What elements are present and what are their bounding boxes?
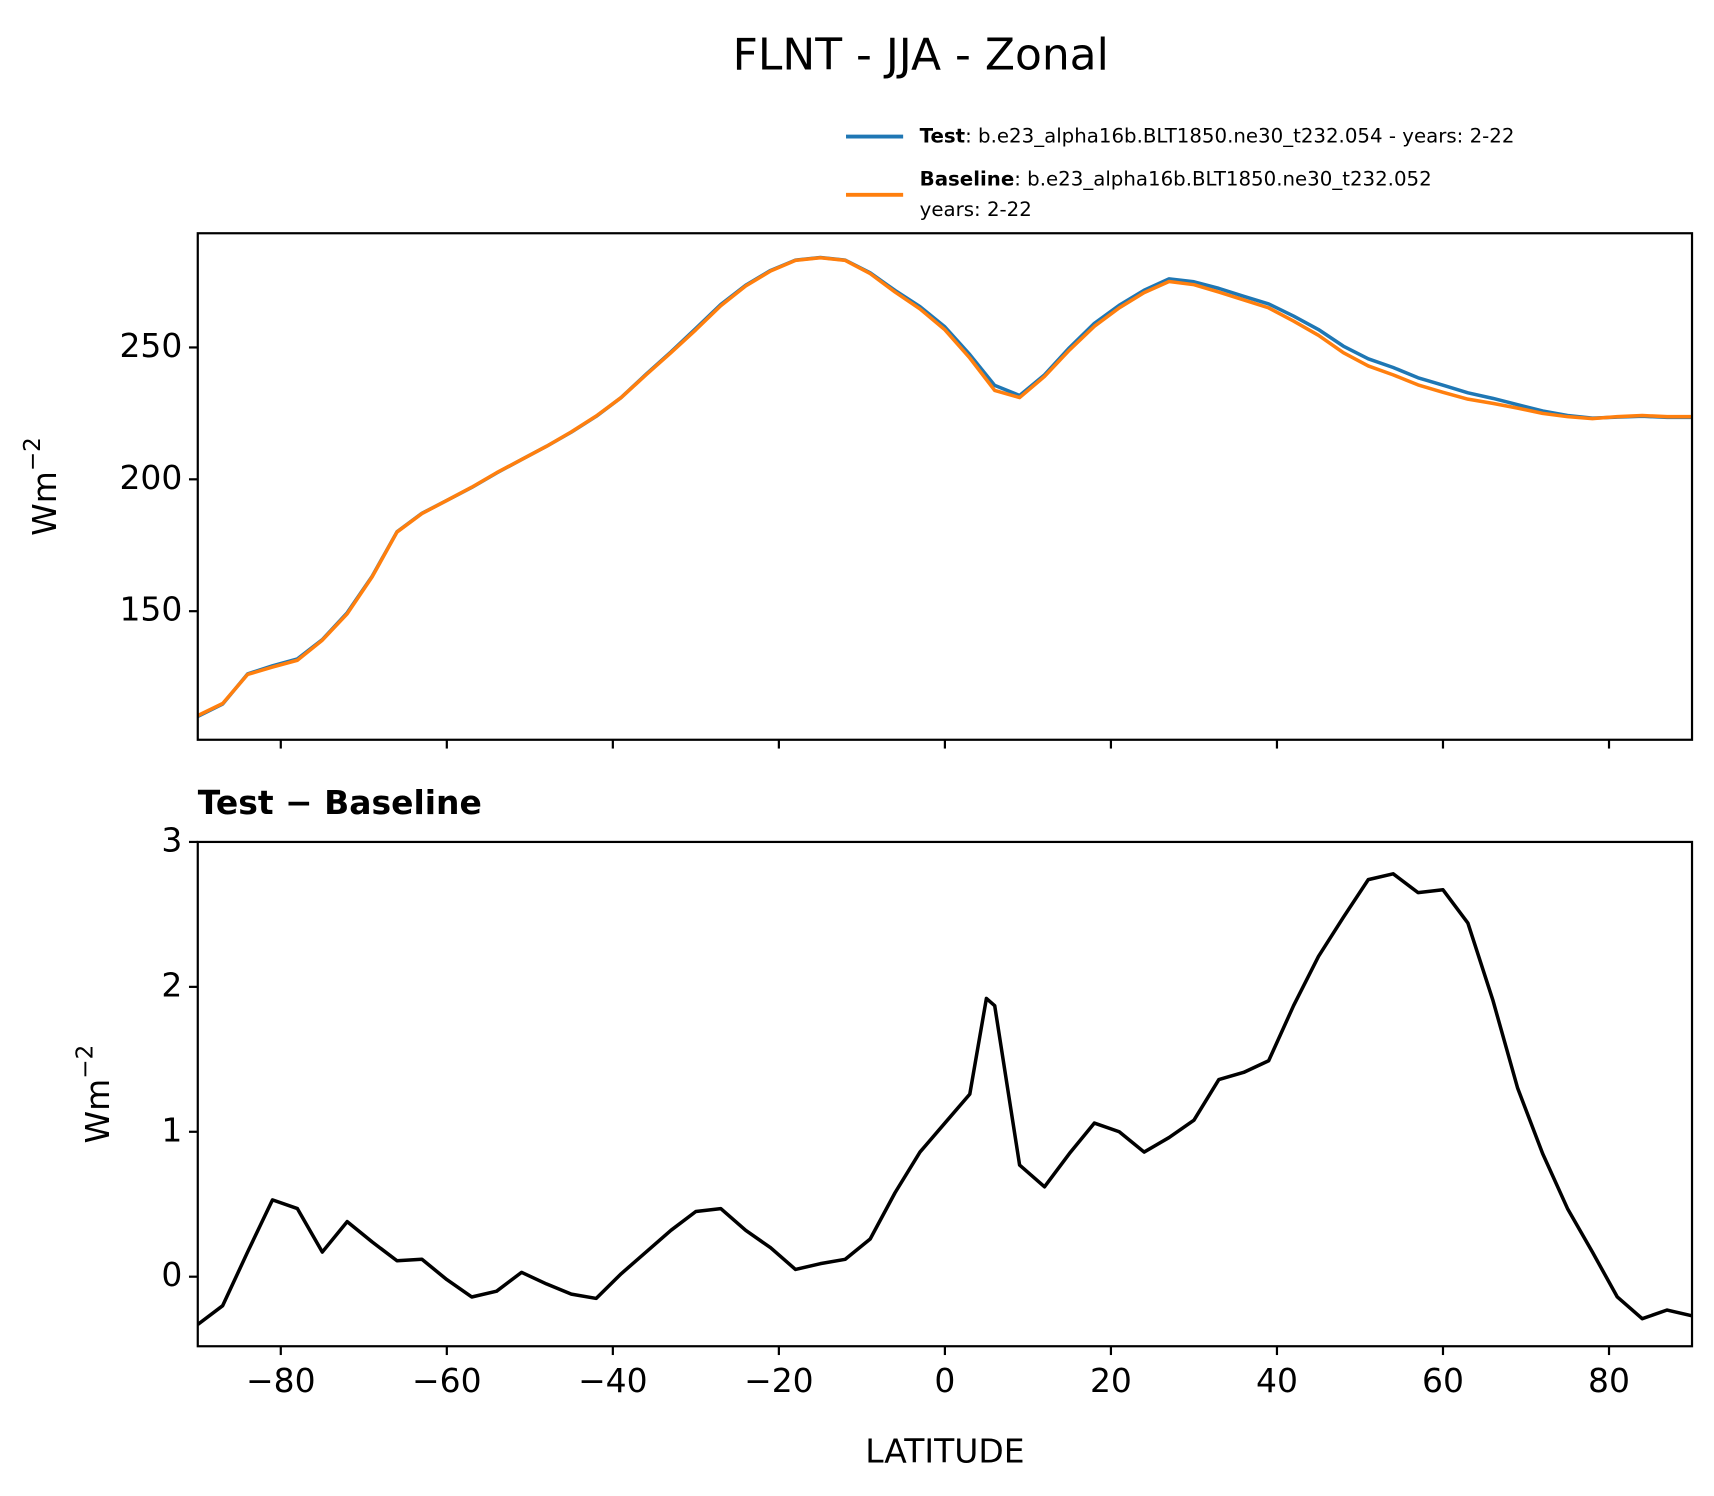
legend-label: Baseline: b.e23_alpha16b.BLT1850.ne30_t2…: [920, 167, 1432, 190]
y-tick-label: 150: [119, 590, 182, 629]
y-tick-label: 250: [119, 326, 182, 365]
y-axis-label-exponent: −2: [19, 437, 45, 471]
subplot-title: Test − Baseline: [198, 783, 482, 822]
x-tick-label: 60: [1422, 1361, 1464, 1400]
y-tick-label: 2: [161, 965, 182, 1004]
y-axis-label: Wm−2: [19, 437, 63, 536]
x-tick-label: 40: [1256, 1361, 1298, 1400]
data-line: [197, 872, 1693, 1326]
x-axis-label: LATITUDE: [865, 1431, 1024, 1470]
y-tick-label: 0: [161, 1255, 182, 1294]
legend-description: : b.e23_alpha16b.BLT1850.ne30_t232.054 -…: [965, 124, 1514, 147]
y-axis-label-exponent: −2: [72, 1045, 98, 1079]
y-tick-label: 3: [161, 820, 182, 859]
legend-label: Test: b.e23_alpha16b.BLT1850.ne30_t232.0…: [920, 124, 1515, 147]
x-tick-label: −60: [412, 1361, 482, 1400]
y-axis-label-base: Wm: [25, 471, 64, 536]
legend-label: years: 2-22: [920, 198, 1032, 221]
figure-title: FLNT - JJA - Zonal: [733, 29, 1109, 80]
x-tick-label: −40: [578, 1361, 648, 1400]
legend-series-name: Test: [920, 124, 965, 147]
legend-series-name: Baseline: [920, 167, 1015, 190]
x-tick-label: 0: [934, 1361, 955, 1400]
x-tick-label: 20: [1090, 1361, 1132, 1400]
data-line: [197, 256, 1693, 718]
legend-description: : b.e23_alpha16b.BLT1850.ne30_t232.052: [1014, 167, 1431, 190]
x-tick-label: −20: [744, 1361, 814, 1400]
legend-description: years: 2-22: [920, 198, 1032, 221]
y-axis-label-base: Wm: [77, 1079, 116, 1144]
y-tick-label: 1: [161, 1110, 182, 1149]
y-axis-label: Wm−2: [72, 1045, 116, 1144]
x-tick-label: 80: [1588, 1361, 1630, 1400]
y-tick-label: 200: [119, 458, 182, 497]
x-tick-label: −80: [246, 1361, 316, 1400]
